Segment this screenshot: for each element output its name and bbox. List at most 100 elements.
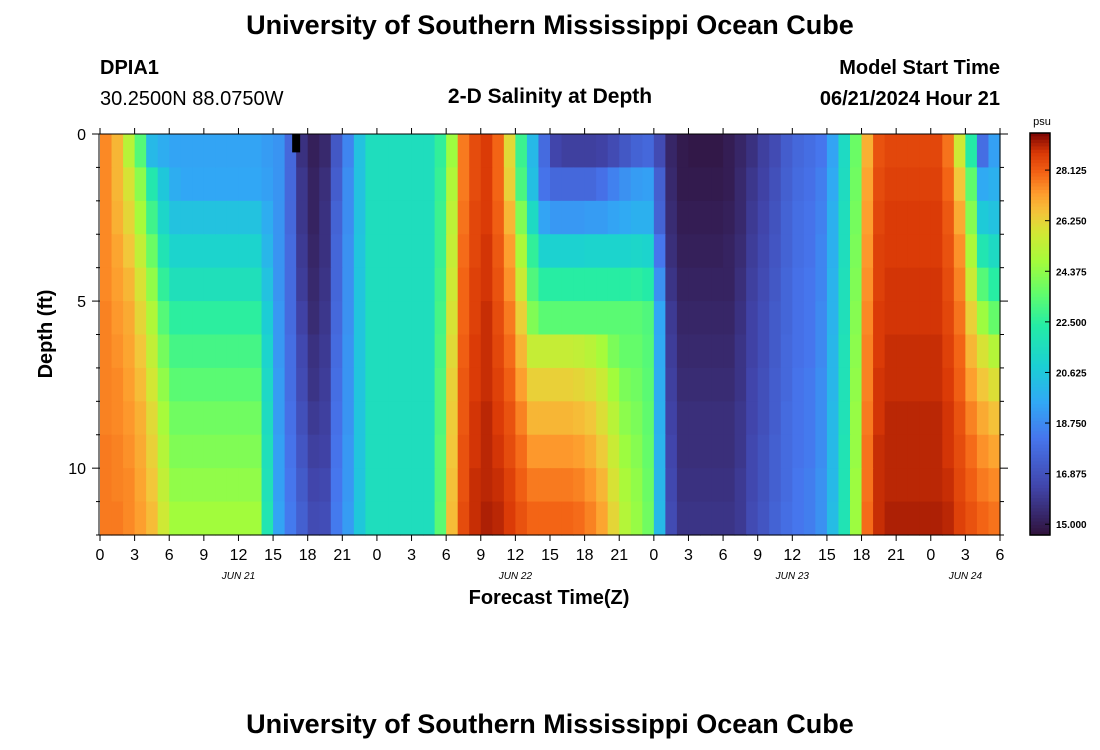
heatmap-cell (688, 401, 701, 436)
heatmap-cell (353, 468, 366, 503)
heatmap-cell (573, 401, 586, 436)
heatmap-cell (400, 200, 413, 235)
heatmap-cell (792, 134, 805, 169)
colorbar-segment (1030, 518, 1050, 523)
heatmap-cell (180, 134, 193, 169)
heatmap-cell (538, 468, 551, 503)
heatmap-cell (169, 434, 182, 469)
heatmap-cell (123, 267, 136, 302)
heatmap-cell (723, 401, 736, 436)
heatmap-cell (942, 167, 955, 202)
heatmap-cell (838, 434, 851, 469)
heatmap-cell (826, 134, 840, 169)
colorbar-segment (1030, 344, 1050, 348)
x-tick-label: 12 (506, 547, 524, 564)
heatmap-cell (746, 200, 759, 235)
heatmap-cell (665, 468, 678, 503)
heatmap-cell (169, 334, 182, 369)
heatmap-cell (665, 134, 678, 169)
heatmap-cell (365, 134, 378, 169)
colorbar-segment (1030, 494, 1050, 499)
heatmap-cell (503, 401, 516, 436)
heatmap-cell (469, 501, 482, 536)
heatmap-cell (215, 501, 228, 536)
heatmap-cell (215, 434, 228, 469)
heatmap-cell (688, 301, 701, 336)
heatmap-cell (688, 234, 701, 269)
heatmap-cell (296, 301, 309, 336)
heatmap-cell (376, 200, 390, 235)
colorbar-segment (1030, 427, 1050, 432)
heatmap-cell (434, 334, 447, 369)
heatmap-cell (503, 200, 516, 235)
heatmap-cell (365, 200, 378, 235)
heatmap-cell (238, 334, 251, 369)
heatmap-cell (676, 501, 690, 536)
heatmap-cell (607, 267, 620, 302)
heatmap-cell (942, 234, 955, 269)
heatmap-cell (665, 434, 678, 469)
heatmap-cell (342, 234, 355, 269)
colorbar-tick-label: 26.250 (1056, 217, 1087, 228)
heatmap-cell (423, 434, 436, 469)
heatmap-cell (480, 401, 493, 436)
heatmap-cell (873, 134, 886, 169)
heatmap-cell (850, 134, 863, 169)
colorbar-segment (1030, 263, 1050, 268)
colorbar-segment (1030, 166, 1050, 171)
heatmap-cell (584, 401, 597, 436)
heatmap-cell (700, 167, 713, 202)
heatmap-cell (319, 468, 332, 503)
heatmap-cell (423, 468, 436, 503)
heatmap-cell (100, 367, 113, 402)
heatmap-cell (157, 301, 170, 336)
heatmap-cell (330, 501, 343, 536)
heatmap-cell (815, 468, 828, 503)
heatmap-cell (134, 267, 147, 302)
heatmap-cell (446, 301, 459, 336)
heatmap-cell (907, 334, 920, 369)
heatmap-cell (134, 134, 147, 169)
heatmap-cell (792, 468, 805, 503)
colorbar-segment (1030, 193, 1050, 198)
heatmap-cell (988, 134, 1001, 169)
heatmap-cell (746, 167, 759, 202)
heatmap-cell (307, 468, 320, 503)
heatmap-cell (642, 167, 655, 202)
heatmap-cell (550, 234, 563, 269)
heatmap-cell (388, 167, 401, 202)
heatmap-cell (873, 267, 886, 302)
heatmap-cell (400, 367, 413, 402)
heatmap-cell (665, 301, 678, 336)
colorbar-segment (1030, 256, 1050, 261)
heatmap-cell (607, 167, 620, 202)
heatmap-cell (584, 367, 597, 402)
heatmap-cell (515, 434, 528, 469)
heatmap-cell (653, 334, 666, 369)
heatmap-cell (226, 200, 240, 235)
heatmap-cell (423, 200, 436, 235)
heatmap-cell (584, 434, 597, 469)
heatmap-cell (123, 200, 136, 235)
heatmap-cell (469, 367, 482, 402)
colorbar-segment (1030, 283, 1050, 288)
heatmap-cell (526, 167, 540, 202)
heatmap-cell (434, 401, 447, 436)
heatmap-cell (134, 501, 147, 536)
heatmap-cell (826, 200, 840, 235)
colorbar-segment (1030, 404, 1050, 409)
heatmap-cell (169, 301, 182, 336)
heatmap-cell (457, 401, 470, 436)
colorbar-segment (1030, 149, 1050, 154)
colorbar-segment (1030, 380, 1050, 385)
heatmap-cell (769, 200, 782, 235)
heatmap-cell (965, 334, 978, 369)
colorbar-segment (1030, 280, 1050, 285)
heatmap-cell (596, 367, 609, 402)
x-axis: 0 3 6 9 12 15 18 21 0 3 6 9 12 15 18 21 0 3 6 9 12 15 18 21 0 3 6 J… (96, 128, 1005, 582)
colorbar-segment (1030, 273, 1050, 278)
colorbar-segment (1030, 508, 1050, 513)
heatmap-cell (319, 200, 332, 235)
heatmap-cell (619, 200, 632, 235)
x-tick-label: 9 (753, 547, 762, 564)
